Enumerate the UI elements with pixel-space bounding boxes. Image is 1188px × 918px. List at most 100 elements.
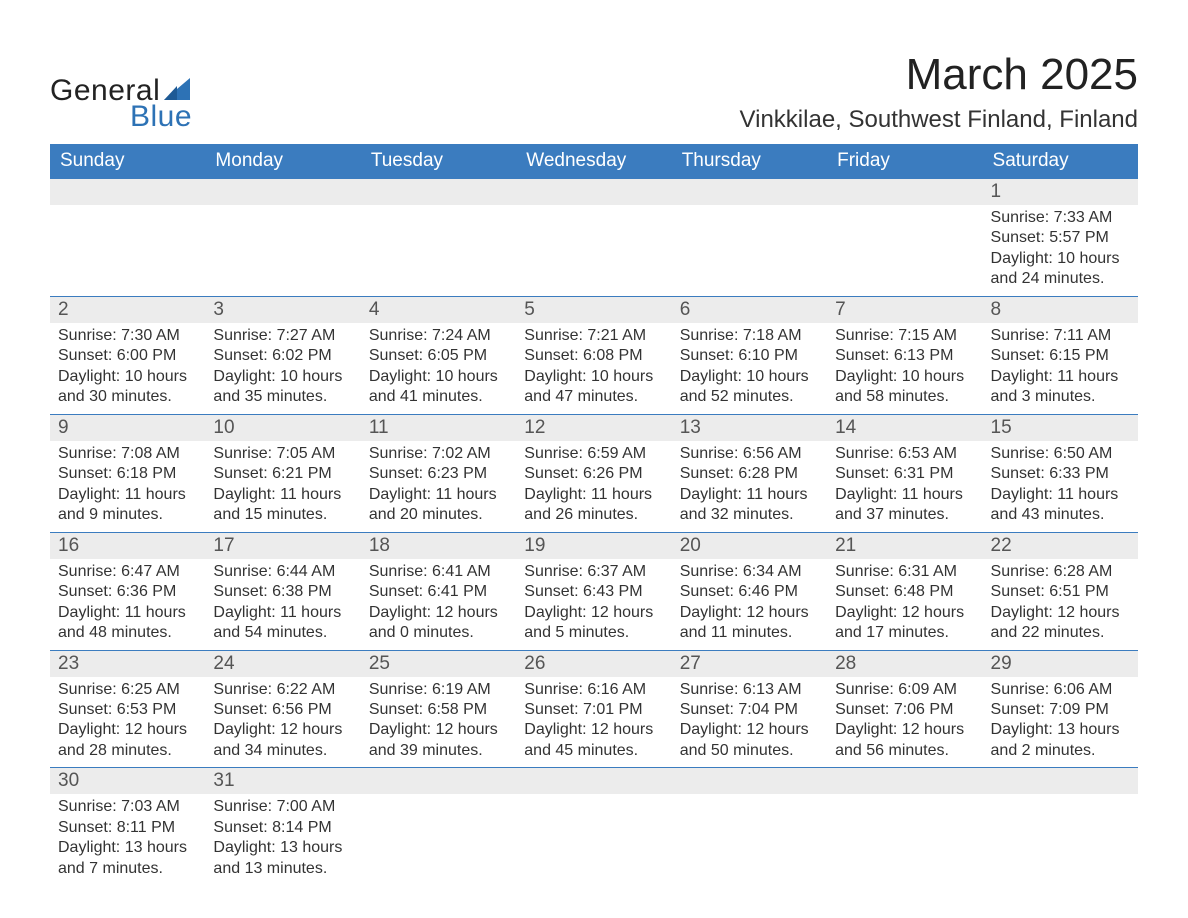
day-number-cell: 27 bbox=[672, 650, 827, 677]
day-number-cell: 4 bbox=[361, 296, 516, 323]
day-detail-cell: Sunrise: 6:56 AMSunset: 6:28 PMDaylight:… bbox=[672, 441, 827, 532]
day-detail-cell: Sunrise: 6:44 AMSunset: 6:38 PMDaylight:… bbox=[205, 559, 360, 650]
detail-row: Sunrise: 7:33 AMSunset: 5:57 PMDaylight:… bbox=[50, 205, 1138, 296]
sunset-line: Sunset: 6:38 PM bbox=[213, 582, 352, 602]
day-header: Wednesday bbox=[516, 144, 671, 179]
daynum-row: 2345678 bbox=[50, 296, 1138, 323]
day-number-cell: 13 bbox=[672, 414, 827, 441]
day-number-cell bbox=[361, 768, 516, 795]
page-header: General Blue March 2025 Vinkkilae, South… bbox=[50, 50, 1138, 134]
day-detail-cell: Sunrise: 6:19 AMSunset: 6:58 PMDaylight:… bbox=[361, 677, 516, 768]
day-detail-cell bbox=[50, 205, 205, 296]
day-detail-cell: Sunrise: 6:28 AMSunset: 6:51 PMDaylight:… bbox=[983, 559, 1138, 650]
sunrise-line: Sunrise: 6:09 AM bbox=[835, 680, 974, 700]
sunrise-line: Sunrise: 6:37 AM bbox=[524, 562, 663, 582]
day-detail-cell: Sunrise: 6:37 AMSunset: 6:43 PMDaylight:… bbox=[516, 559, 671, 650]
sunrise-line: Sunrise: 6:06 AM bbox=[991, 680, 1130, 700]
day-header-row: SundayMondayTuesdayWednesdayThursdayFrid… bbox=[50, 144, 1138, 179]
day-number-cell: 15 bbox=[983, 414, 1138, 441]
day-number-cell: 1 bbox=[983, 179, 1138, 206]
daylight-line: Daylight: 12 hours and 17 minutes. bbox=[835, 603, 974, 644]
daylight-line: Daylight: 13 hours and 2 minutes. bbox=[991, 720, 1130, 761]
day-detail-cell: Sunrise: 7:24 AMSunset: 6:05 PMDaylight:… bbox=[361, 323, 516, 414]
month-title: March 2025 bbox=[740, 50, 1138, 100]
day-detail-cell: Sunrise: 6:50 AMSunset: 6:33 PMDaylight:… bbox=[983, 441, 1138, 532]
sunset-line: Sunset: 6:51 PM bbox=[991, 582, 1130, 602]
day-number-cell: 31 bbox=[205, 768, 360, 795]
day-detail-cell bbox=[672, 794, 827, 885]
sunset-line: Sunset: 6:18 PM bbox=[58, 464, 197, 484]
daylight-line: Daylight: 11 hours and 20 minutes. bbox=[369, 485, 508, 526]
day-number-cell: 18 bbox=[361, 532, 516, 559]
daylight-line: Daylight: 11 hours and 43 minutes. bbox=[991, 485, 1130, 526]
sunrise-line: Sunrise: 7:00 AM bbox=[213, 797, 352, 817]
sunset-line: Sunset: 6:10 PM bbox=[680, 346, 819, 366]
day-detail-cell bbox=[672, 205, 827, 296]
detail-row: Sunrise: 7:08 AMSunset: 6:18 PM Daylight:… bbox=[50, 441, 1138, 532]
sunrise-line: Sunrise: 6:59 AM bbox=[524, 444, 663, 464]
day-header: Sunday bbox=[50, 144, 205, 179]
day-number-cell: 10 bbox=[205, 414, 360, 441]
day-number-cell: 2 bbox=[50, 296, 205, 323]
sunset-line: Sunset: 6:08 PM bbox=[524, 346, 663, 366]
sail-icon bbox=[164, 78, 190, 100]
day-number-cell: 21 bbox=[827, 532, 982, 559]
day-number-cell: 23 bbox=[50, 650, 205, 677]
sunrise-line: Sunrise: 7:08 AM bbox=[58, 444, 197, 464]
day-header: Tuesday bbox=[361, 144, 516, 179]
sunset-line: Sunset: 6:05 PM bbox=[369, 346, 508, 366]
logo-text-blue: Blue bbox=[130, 100, 192, 134]
sunrise-line: Sunrise: 7:05 AM bbox=[213, 444, 352, 464]
daylight-line: Daylight: 11 hours and 54 minutes. bbox=[213, 603, 352, 644]
sunrise-line: Sunrise: 7:02 AM bbox=[369, 444, 508, 464]
sunrise-line: Sunrise: 6:25 AM bbox=[58, 680, 197, 700]
sunset-line: Sunset: 7:04 PM bbox=[680, 700, 819, 720]
day-number-cell: 20 bbox=[672, 532, 827, 559]
daylight-line: Daylight: 12 hours and 28 minutes. bbox=[58, 720, 197, 761]
day-number-cell: 19 bbox=[516, 532, 671, 559]
daylight-line: Daylight: 10 hours and 58 minutes. bbox=[835, 367, 974, 408]
daylight-line: Daylight: 10 hours and 24 minutes. bbox=[991, 249, 1130, 290]
day-number-cell bbox=[983, 768, 1138, 795]
location: Vinkkilae, Southwest Finland, Finland bbox=[740, 106, 1138, 134]
day-number-cell: 8 bbox=[983, 296, 1138, 323]
day-number-cell bbox=[361, 179, 516, 206]
day-detail-cell: Sunrise: 7:18 AMSunset: 6:10 PMDaylight:… bbox=[672, 323, 827, 414]
sunrise-line: Sunrise: 6:22 AM bbox=[213, 680, 352, 700]
sunset-line: Sunset: 6:28 PM bbox=[680, 464, 819, 484]
daylight-line: Daylight: 11 hours and 48 minutes. bbox=[58, 603, 197, 644]
sunrise-line: Sunrise: 7:33 AM bbox=[991, 208, 1130, 228]
day-header: Saturday bbox=[983, 144, 1138, 179]
sunrise-line: Sunrise: 6:31 AM bbox=[835, 562, 974, 582]
sunrise-line: Sunrise: 6:56 AM bbox=[680, 444, 819, 464]
day-detail-cell: Sunrise: 6:34 AMSunset: 6:46 PMDaylight:… bbox=[672, 559, 827, 650]
day-header: Thursday bbox=[672, 144, 827, 179]
daynum-row: 16171819202122 bbox=[50, 532, 1138, 559]
day-number-cell: 9 bbox=[50, 414, 205, 441]
daylight-line: Daylight: 10 hours and 41 minutes. bbox=[369, 367, 508, 408]
daylight-line: Daylight: 12 hours and 34 minutes. bbox=[213, 720, 352, 761]
calendar-body: 1Sunrise: 7:33 AMSunset: 5:57 PMDaylight… bbox=[50, 179, 1138, 886]
day-number-cell: 17 bbox=[205, 532, 360, 559]
sunrise-line: Sunrise: 6:16 AM bbox=[524, 680, 663, 700]
day-number-cell bbox=[672, 179, 827, 206]
sunset-line: Sunset: 6:53 PM bbox=[58, 700, 197, 720]
sunrise-line: Sunrise: 6:13 AM bbox=[680, 680, 819, 700]
daylight-line: Daylight: 10 hours and 47 minutes. bbox=[524, 367, 663, 408]
sunrise-line: Sunrise: 7:24 AM bbox=[369, 326, 508, 346]
day-detail-cell: Sunrise: 6:41 AMSunset: 6:41 PMDaylight:… bbox=[361, 559, 516, 650]
calendar-table: SundayMondayTuesdayWednesdayThursdayFrid… bbox=[50, 144, 1138, 885]
calendar-head: SundayMondayTuesdayWednesdayThursdayFrid… bbox=[50, 144, 1138, 179]
sunrise-line: Sunrise: 6:50 AM bbox=[991, 444, 1130, 464]
day-number-cell bbox=[672, 768, 827, 795]
day-number-cell: 26 bbox=[516, 650, 671, 677]
day-detail-cell: Sunrise: 7:08 AMSunset: 6:18 PMDaylight:… bbox=[50, 441, 205, 532]
sunrise-line: Sunrise: 7:30 AM bbox=[58, 326, 197, 346]
sunset-line: Sunset: 6:23 PM bbox=[369, 464, 508, 484]
day-detail-cell: Sunrise: 6:09 AMSunset: 7:06 PMDaylight:… bbox=[827, 677, 982, 768]
daylight-line: Daylight: 11 hours and 15 minutes. bbox=[213, 485, 352, 526]
sunset-line: Sunset: 8:11 PM bbox=[58, 818, 197, 838]
title-block: March 2025 Vinkkilae, Southwest Finland,… bbox=[740, 50, 1138, 134]
day-header: Monday bbox=[205, 144, 360, 179]
daylight-line: Daylight: 10 hours and 30 minutes. bbox=[58, 367, 197, 408]
